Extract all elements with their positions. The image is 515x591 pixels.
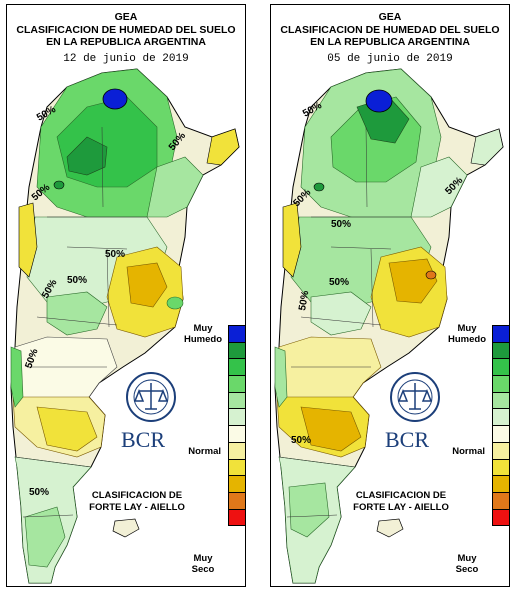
dry-zone-west [282,202,302,278]
legend-color-scale [492,325,509,527]
tierra-del-fuego [112,518,140,538]
legend-swatch [228,358,245,376]
dry-zone-buenos-aires-core [388,258,438,304]
panel-title-line1: CLASIFICACION DE HUMEDAD DEL SUELO [16,24,236,36]
legend-swatch [228,408,245,426]
legend-swatch [492,325,509,342]
legend-swatch [228,441,245,459]
misiones-zone [470,128,504,166]
legend-wet-label: Muy Humedo [448,323,486,345]
legend-swatch [228,491,245,509]
very-wet-spot-small [53,180,65,190]
very-wet-spot-small [313,182,325,192]
legend-swatch [228,508,245,527]
wet-strip-andes [274,346,288,408]
contour-label: 50% [67,275,87,286]
legend-swatch [228,325,245,342]
bcr-logo-text: BCR [385,427,430,452]
legend-swatch [492,441,509,459]
legend-normal-label: Normal [188,446,221,457]
legend-swatch [228,425,245,442]
legend-swatch [492,508,509,527]
wet-strip-andes [10,346,24,408]
bcr-seal-logo [390,372,440,422]
legend-swatch [228,458,245,476]
panel-title-line2: EN LA REPUBLICA ARGENTINA [46,36,206,48]
tierra-del-fuego [376,518,404,538]
soil-moisture-panel-previous: GEA CLASIFICACION DE HUMEDAD DEL SUELO E… [270,4,510,587]
legend-swatch [492,425,509,442]
legend-swatch [492,475,509,492]
panel-date: 05 de junio de 2019 [327,53,453,65]
very-wet-spot [365,89,393,113]
legend-wet-label: Muy Humedo [184,323,222,345]
wet-zone-south [24,506,66,568]
legend-swatch [492,458,509,476]
dry-zone-patagonia-core [36,406,98,452]
contour-label: 50% [29,487,49,498]
legend-dry-label: Muy Seco [191,553,215,575]
panel-date: 12 de junio de 2019 [63,53,189,65]
contour-label: 50% [297,290,311,312]
normal-zone-patagonia [276,336,382,408]
legend-swatch [492,408,509,426]
very-wet-spot [102,88,128,110]
argentina-moisture-map: 50% 50% 50% 50% 50% 50% 50% [274,68,504,584]
panel-title-line1: CLASIFICACION DE HUMEDAD DEL SUELO [280,24,500,36]
panel-org: GEA [378,11,402,23]
misiones-zone [206,128,240,166]
legend-dry-label: Muy Seco [455,553,479,575]
legend-normal-label: Normal [452,446,485,457]
normal-zone-patagonia [12,336,118,408]
legend-swatch [228,341,245,359]
wet-zone-south [288,482,330,538]
legend-swatch [492,375,509,392]
province-borders [14,126,147,518]
argentina-moisture-map: 50% 50% 50% 50% 50% 50% 50% 50% [10,68,240,584]
legend-swatch [228,475,245,492]
dry-zone-buenos-aires-core [126,262,168,308]
moist-zone-pampa [46,291,108,336]
legend-swatch [228,375,245,392]
contour-label: 50% [331,219,351,230]
bcr-seal-logo [126,372,176,422]
dry-zone-patagonia-core [300,406,362,452]
legend-swatch [228,391,245,409]
moist-zone-pampa [310,291,372,336]
soil-moisture-panel-current: GEA CLASIFICACION DE HUMEDAD DEL SUELO E… [6,4,246,587]
contour-label: 50% [291,435,311,446]
very-dry-spot [425,270,437,280]
classification-note: CLASIFICACION DE FORTE LAY - AIELLO [353,490,449,513]
legend-swatch [492,341,509,359]
moist-spot-east [166,296,184,310]
legend-swatch [492,491,509,509]
classification-note: CLASIFICACION DE FORTE LAY - AIELLO [89,490,185,513]
panel-title-line2: EN LA REPUBLICA ARGENTINA [310,36,470,48]
legend-swatch [492,358,509,376]
panel-org: GEA [114,11,138,23]
province-borders [278,126,411,518]
contour-label: 50% [329,277,349,288]
contour-label: 50% [105,249,125,260]
wet-zone-core [66,136,108,176]
legend-color-scale [228,325,245,527]
legend-swatch [492,391,509,409]
bcr-logo-text: BCR [121,427,166,452]
dry-zone-west [18,202,38,278]
